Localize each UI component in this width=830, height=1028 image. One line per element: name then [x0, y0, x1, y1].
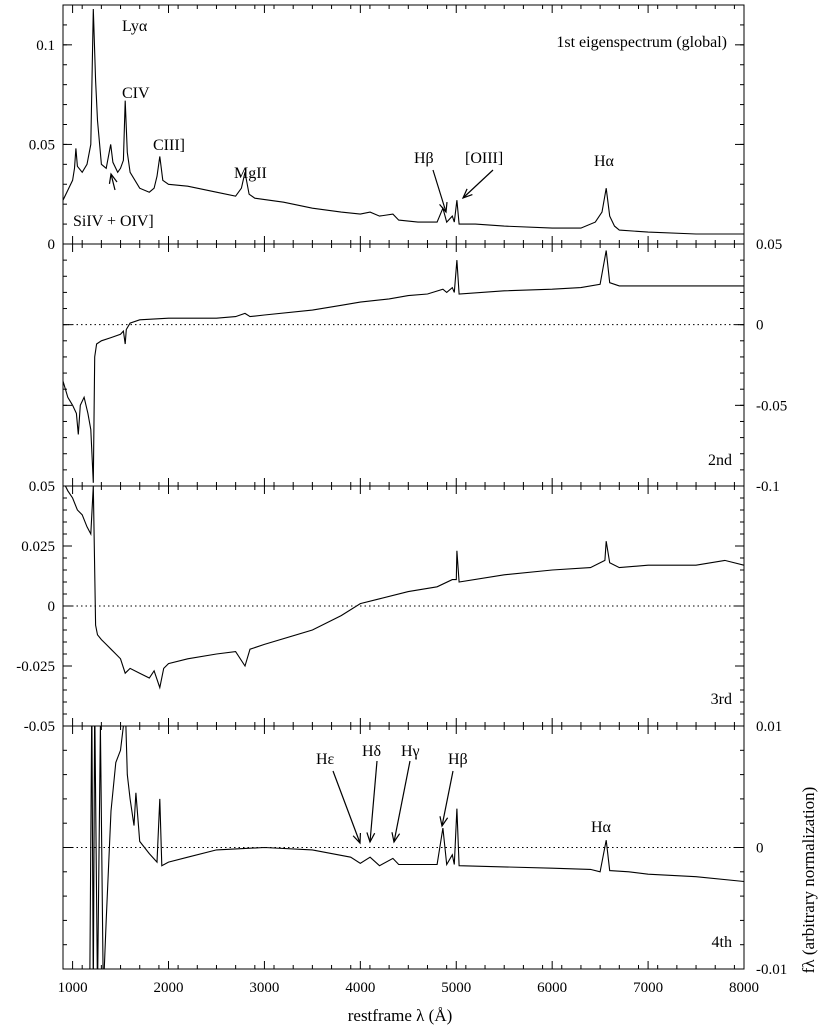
x-tick-labels: 1000 2000 3000 4000 5000 6000 7000 8000 [58, 980, 759, 996]
y-tick-label: 0.05 [29, 479, 55, 495]
spectrum-line-panel-1 [63, 8, 744, 235]
annotation-arrow [441, 770, 454, 827]
line-label: SiIV + OIV] [73, 213, 154, 230]
annotation-arrow [110, 173, 116, 191]
spectrum-line-panel-2 [63, 250, 744, 483]
x-tick-label: 4000 [345, 980, 375, 996]
annotation-arrowhead [391, 832, 401, 844]
x-tick-label: 2000 [154, 980, 184, 996]
line-label: Hβ [414, 150, 434, 167]
y-tick-label: 0.025 [21, 539, 55, 555]
panel-2-frame [62, 243, 745, 487]
annotation-arrow [393, 760, 411, 843]
y-tick-label: 0.01 [756, 719, 782, 735]
line-label: Hβ [448, 751, 468, 768]
annotation-arrow [332, 770, 361, 844]
y-tick-label: 0.05 [756, 237, 782, 253]
panel-1: 1st eigenspectrum (global) 0 0.05 0.1 Lyα C… [29, 4, 745, 253]
annotation-arrowhead [439, 816, 449, 828]
line-label: Hγ [401, 743, 420, 760]
panel-3: 3rd -0.05 -0.025 0 0.025 0.05 [16, 479, 745, 735]
y-tick-label: -0.05 [24, 719, 55, 735]
panel-4-label: 4th [712, 934, 732, 951]
x-tick-label: 8000 [729, 980, 759, 996]
y-tick-label: 0.1 [36, 38, 55, 54]
line-label: Lyα [122, 18, 148, 35]
x-tick-label: 5000 [441, 980, 471, 996]
line-label: CIII] [153, 137, 185, 154]
x-axis-title: restframe λ (Å) [348, 1006, 453, 1025]
annotation-arrow [432, 169, 447, 213]
y-axis-title: fλ (arbitrary normalization) [799, 787, 818, 974]
spectrum-line-panel-4 [89, 726, 744, 969]
spectrum-line-panel-3 [64, 486, 744, 690]
line-label: Hδ [362, 743, 381, 760]
line-label: Hε [316, 751, 335, 768]
annotation-arrowhead [352, 832, 362, 845]
x-tick-label: 7000 [633, 980, 663, 996]
line-label: Hα [594, 153, 615, 170]
panel-3-frame [62, 485, 745, 727]
panel-2-label: 2nd [708, 452, 732, 469]
line-label: CIV [122, 85, 150, 102]
x-tick-label: 1000 [58, 980, 88, 996]
panel-4-frame [62, 725, 745, 970]
y-tick-label: -0.1 [756, 479, 780, 495]
line-label: [OIII] [465, 150, 503, 167]
annotation-arrowhead [461, 188, 473, 200]
x-tick-label: 6000 [537, 980, 567, 996]
line-label: MgII [234, 165, 267, 182]
panel-4: 4th -0.01 0 0.01 Hε Hδ Hγ Hβ Hα [62, 719, 787, 978]
y-tick-label: -0.01 [756, 962, 787, 978]
y-tick-label: 0.05 [29, 137, 55, 153]
line-label: Hα [591, 819, 612, 836]
y-tick-label: -0.025 [16, 659, 55, 675]
annotation-arrowhead [366, 832, 376, 844]
annotation-arrowhead [108, 172, 118, 184]
y-tick-label: 0 [756, 318, 764, 334]
annotation-arrow [369, 760, 378, 843]
y-tick-label: -0.05 [756, 398, 787, 414]
x-tick-label: 3000 [249, 980, 279, 996]
panel-1-label: 1st eigenspectrum (global) [556, 34, 727, 51]
y-tick-label: 0 [48, 237, 56, 253]
annotation-arrowhead [439, 201, 448, 214]
y-tick-label: 0 [756, 841, 764, 857]
annotation-arrow [462, 169, 494, 199]
y-tick-label: 0 [48, 599, 56, 615]
panel-2: 2nd -0.1 -0.05 0 0.05 [62, 237, 787, 495]
panel-3-label: 3rd [711, 691, 732, 708]
